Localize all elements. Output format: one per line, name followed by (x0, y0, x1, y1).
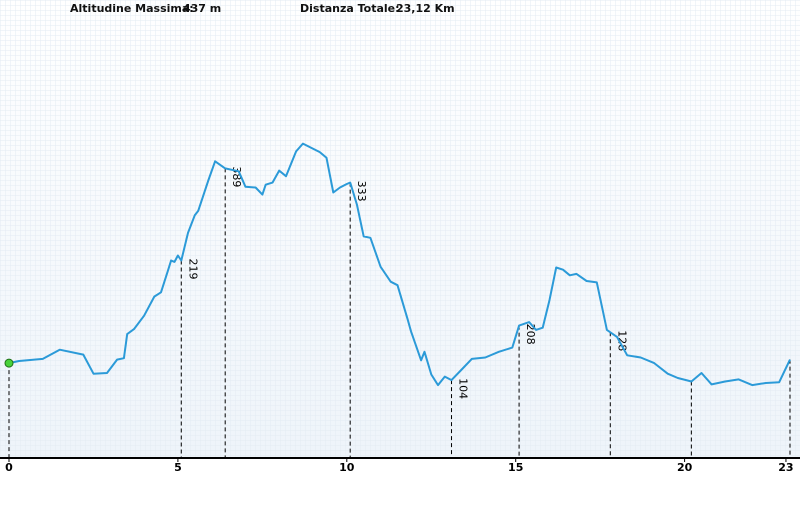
max-altitude-label: Altitudine Massima: (70, 2, 194, 15)
marker-label: 219 (186, 258, 199, 279)
x-tick-label: 5 (174, 461, 182, 474)
total-distance-label: Distanza Totale: (300, 2, 400, 15)
marker-label: 104 (457, 378, 470, 399)
marker-label: 128 (615, 330, 628, 351)
start-point-marker (4, 358, 14, 368)
marker-label: 208 (524, 324, 537, 345)
x-tick-label: 20 (677, 461, 693, 474)
x-axis: 0 5 10 15 20 23 (0, 457, 800, 474)
total-distance-value: 23,12 Km (396, 2, 455, 15)
elevation-series (4, 142, 791, 387)
x-tick-label: 23 (778, 461, 793, 474)
marker-label: 333 (355, 181, 368, 202)
x-tick-label: 10 (339, 461, 355, 474)
axis-area-background (0, 458, 800, 514)
elevation-line (8, 142, 791, 387)
max-altitude-value: 437 m (183, 2, 221, 15)
x-tick-label: 0 (5, 461, 13, 474)
x-tick-label: 15 (508, 461, 523, 474)
grid (0, 0, 800, 458)
